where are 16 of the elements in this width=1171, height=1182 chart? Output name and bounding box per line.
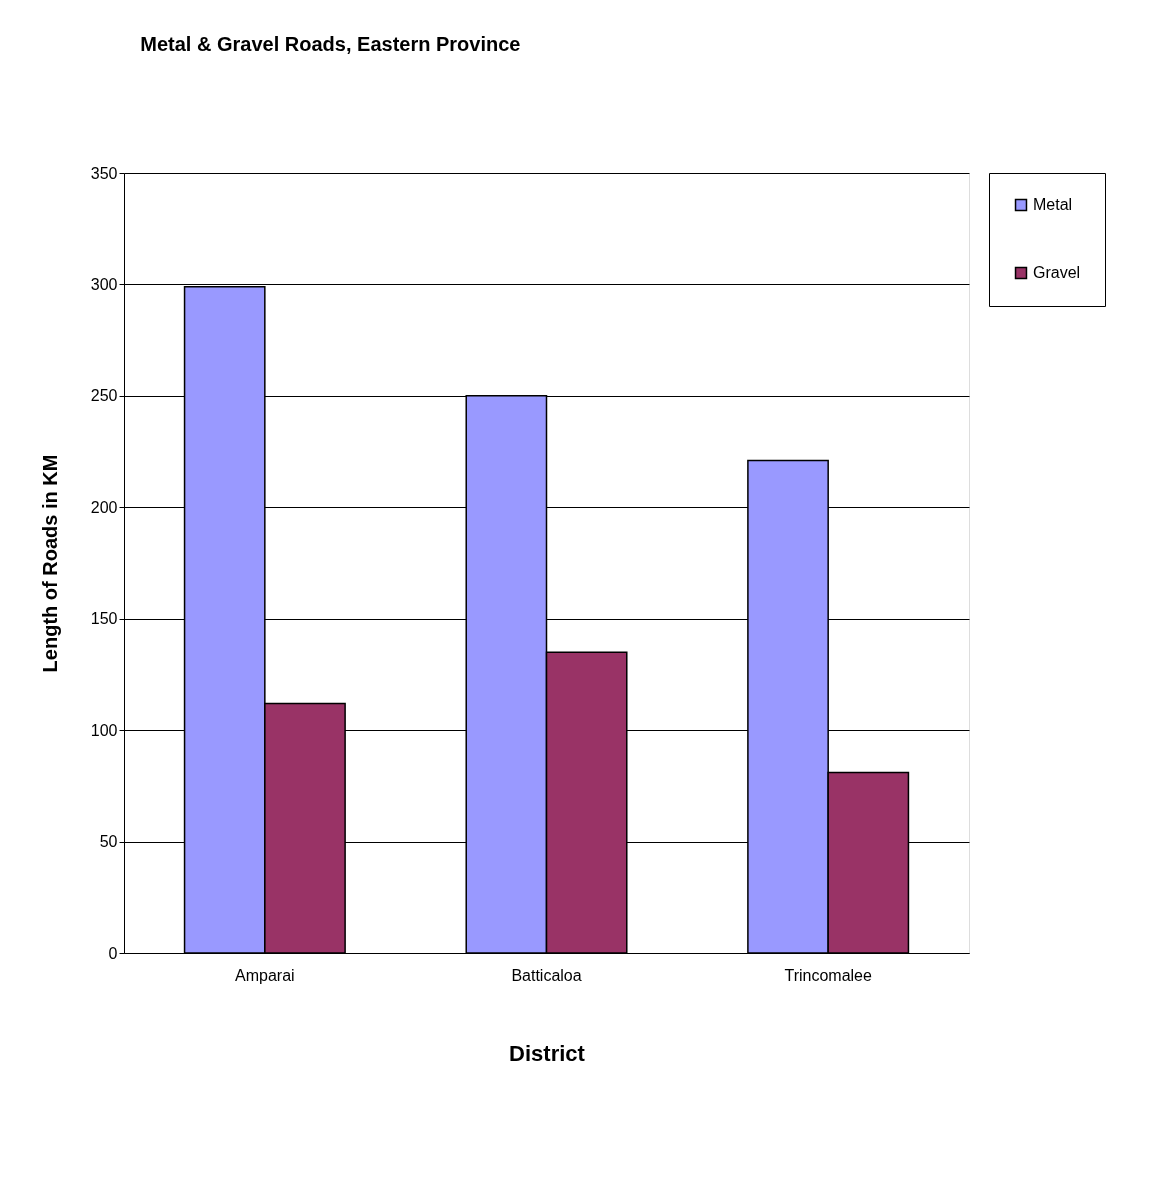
legend-label: Metal [1033, 196, 1073, 213]
y-tick-label: 250 [90, 387, 118, 405]
x-tick-label: Amparai [235, 966, 295, 984]
y-tick-label: 50 [99, 833, 118, 851]
y-tick-label: 200 [90, 498, 118, 516]
y-tick-label: 150 [90, 610, 118, 628]
x-tick-label: Batticaloa [511, 966, 582, 984]
y-tick-label: 100 [90, 721, 118, 739]
y-tick-label: 350 [90, 164, 118, 182]
x-tick-label: Trincomalee [784, 966, 872, 984]
chart-title: Metal & Gravel Roads, Eastern Province [140, 33, 521, 55]
y-tick-label: 0 [108, 944, 118, 962]
legend-label: Gravel [1033, 264, 1081, 281]
y-axis-title: Length of Roads in KM [38, 454, 61, 673]
y-tick-label: 300 [90, 275, 118, 293]
x-axis-title: District [509, 1040, 586, 1066]
